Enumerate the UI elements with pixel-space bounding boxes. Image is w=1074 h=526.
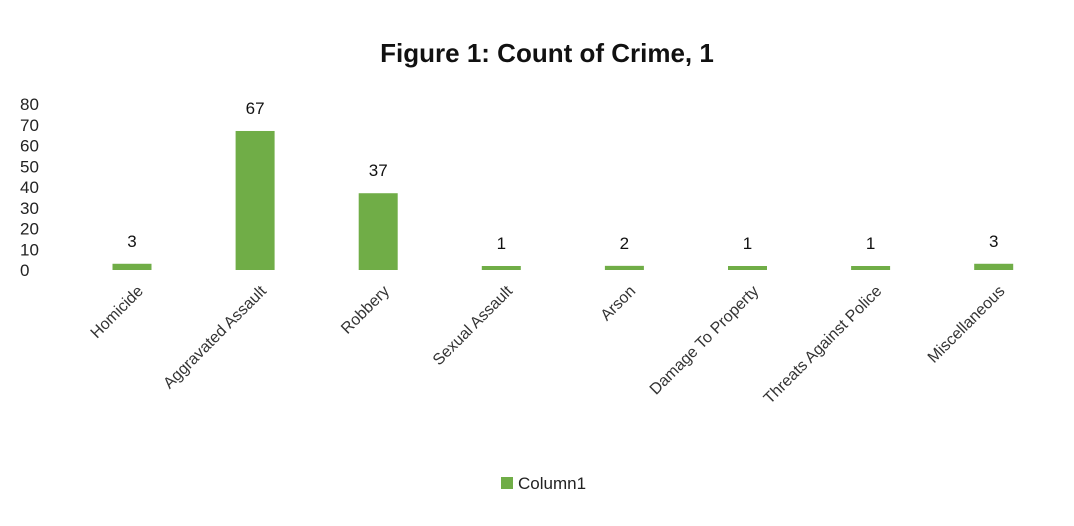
data-label: 67 bbox=[246, 99, 265, 118]
x-category-label: Damage To Property bbox=[647, 283, 763, 399]
x-category-label: Miscellaneous bbox=[925, 283, 1009, 367]
x-category-label: Aggravated Assault bbox=[160, 282, 270, 392]
x-category-label: Robbery bbox=[338, 283, 393, 338]
y-tick-label: 60 bbox=[20, 137, 39, 156]
bar bbox=[851, 266, 891, 270]
data-label: 3 bbox=[989, 232, 998, 251]
bar-series bbox=[112, 130, 1014, 270]
data-label: 2 bbox=[620, 234, 629, 253]
data-label: 1 bbox=[866, 234, 875, 253]
y-tick-label: 50 bbox=[20, 157, 39, 176]
legend: Column1 bbox=[501, 474, 586, 493]
y-tick-label: 70 bbox=[20, 116, 39, 135]
y-tick-label: 40 bbox=[20, 178, 39, 197]
y-tick-label: 0 bbox=[20, 261, 29, 280]
bar bbox=[112, 263, 152, 270]
x-category-label: Homicide bbox=[88, 283, 147, 342]
bar bbox=[604, 265, 644, 270]
y-tick-label: 20 bbox=[20, 220, 39, 239]
legend-swatch bbox=[501, 477, 513, 489]
bar bbox=[728, 266, 767, 270]
data-label: 37 bbox=[369, 161, 388, 180]
data-label: 1 bbox=[743, 234, 752, 253]
x-category-label: Sexual Assault bbox=[430, 282, 517, 369]
legend-label: Column1 bbox=[518, 474, 586, 493]
bar bbox=[358, 193, 398, 270]
x-axis: Homicide Aggravated Assault Robbery Sexual … bbox=[88, 282, 1009, 407]
data-label: 3 bbox=[127, 232, 136, 251]
y-tick-label: 10 bbox=[20, 240, 39, 259]
y-tick-label: 30 bbox=[20, 199, 39, 218]
bar bbox=[235, 130, 275, 270]
y-tick-label: 80 bbox=[20, 95, 39, 114]
bar bbox=[974, 263, 1014, 270]
data-labels: 3 67 37 1 2 1 1 3 bbox=[127, 99, 998, 253]
data-label: 1 bbox=[497, 234, 506, 253]
bar bbox=[481, 266, 521, 270]
x-category-label: Threats Against Police bbox=[761, 283, 886, 408]
x-category-label: Arson bbox=[598, 283, 640, 325]
chart-title: Figure 1: Count of Crime, 1 bbox=[380, 38, 714, 68]
